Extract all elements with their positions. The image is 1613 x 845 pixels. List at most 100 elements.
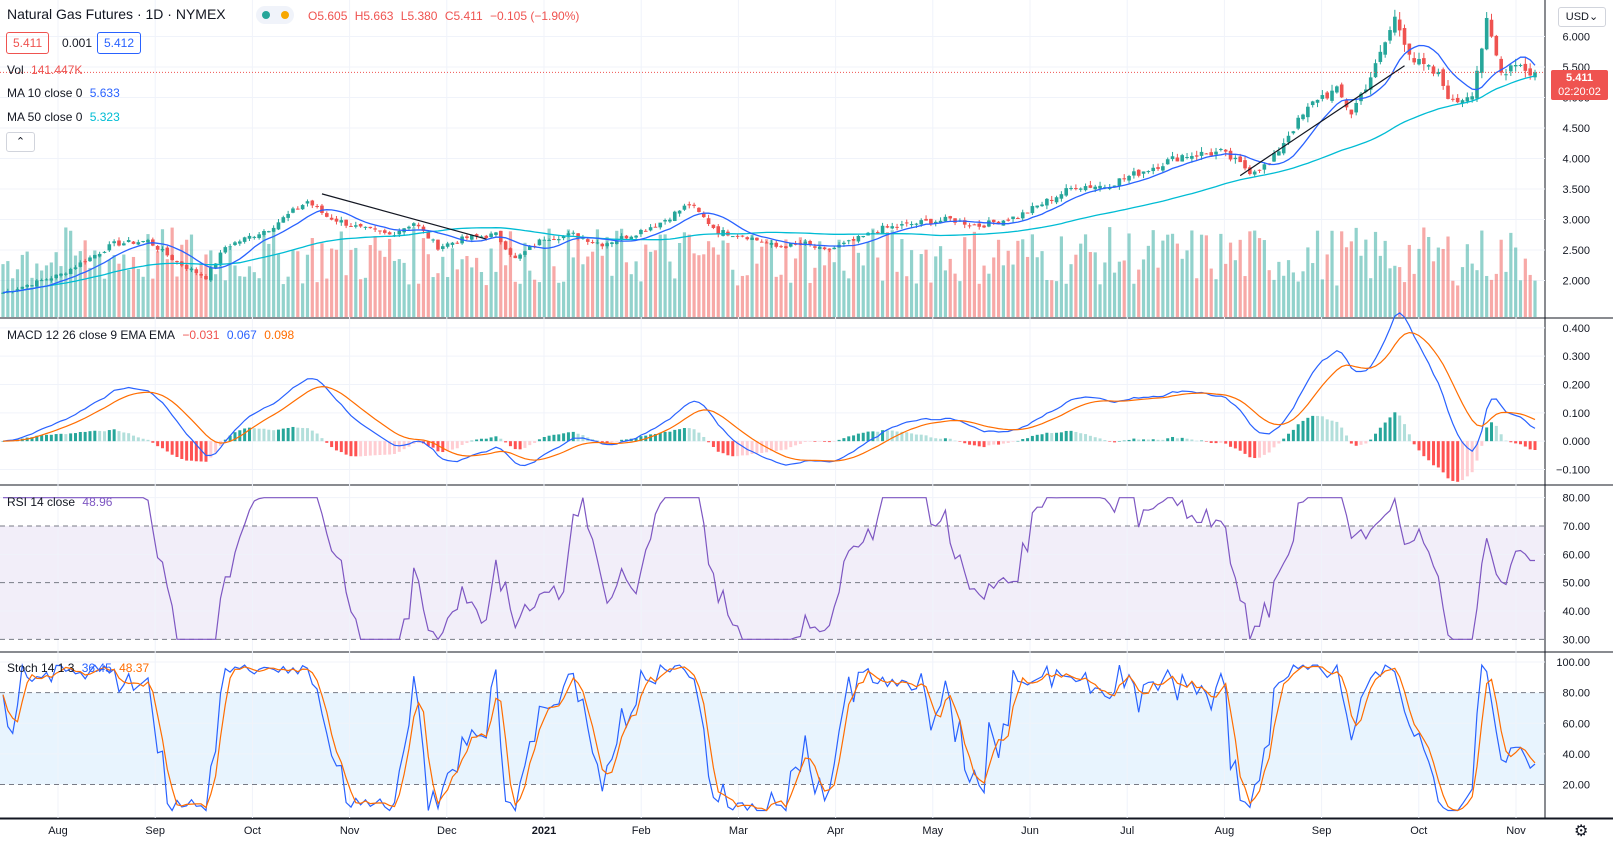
market-status-pill[interactable]	[256, 6, 294, 24]
candle-body	[566, 233, 571, 236]
candle-body	[711, 224, 716, 228]
macd-hist-bar	[571, 431, 575, 442]
volume-bar	[813, 267, 817, 317]
volume-bar	[909, 250, 914, 317]
volume-bar	[417, 283, 421, 317]
candle-body	[387, 232, 392, 235]
macd-hist-bar	[354, 441, 358, 457]
volume-bar	[175, 276, 179, 317]
macd-hist-bar	[977, 441, 981, 447]
volume-bar	[199, 263, 203, 317]
macd-hist-bar	[1185, 438, 1189, 442]
time-axis-label: May	[922, 825, 943, 837]
time-axis-label: Sep	[1312, 825, 1332, 837]
vol-legend[interactable]: Vol 141.447K	[7, 62, 86, 78]
candle-body	[929, 218, 933, 225]
macd-hist-bar	[1514, 441, 1518, 444]
volume-bar	[1025, 256, 1030, 317]
rsi-legend[interactable]: RSI 14 close 48.96	[7, 494, 116, 510]
candle-body	[938, 220, 943, 223]
volume-bar	[1175, 243, 1179, 317]
bid-price-box[interactable]: 5.411	[6, 32, 50, 54]
volume-bar	[1112, 272, 1117, 317]
candle-body	[1393, 16, 1397, 33]
macd-hist-bar	[339, 441, 343, 453]
macd-hist-bar	[1200, 440, 1204, 442]
macd-hist-bar	[842, 438, 846, 442]
candle-body	[479, 236, 484, 238]
volume-bar	[687, 234, 691, 317]
candle-body	[982, 225, 986, 228]
volume-bar	[214, 274, 218, 317]
candle-body	[1446, 85, 1450, 99]
macd-hist-bar	[141, 438, 145, 442]
macd-hist-bar	[1451, 441, 1455, 481]
candle-body	[59, 273, 63, 276]
macd-hist-bar	[301, 427, 305, 442]
macd-hist-bar	[209, 441, 213, 458]
candle-body	[1223, 149, 1228, 152]
candle-body	[832, 247, 837, 250]
time-axis-label: Aug	[48, 825, 68, 837]
symbol-title[interactable]: Natural Gas Futures · 1D · NYMEX	[7, 6, 226, 22]
volume-bar	[1214, 279, 1218, 317]
volume-bar	[1325, 254, 1329, 317]
axis-tick-label: 3.000	[1562, 215, 1590, 227]
volume-bar	[1349, 241, 1353, 317]
candle-body	[977, 223, 982, 227]
candle-body	[54, 274, 58, 279]
candle-body	[465, 236, 469, 239]
candle-body	[764, 242, 769, 244]
macd-hist-bar	[1084, 434, 1088, 442]
candle-body	[218, 252, 223, 264]
candle-body	[1451, 98, 1455, 100]
macd-hist-bar	[939, 438, 943, 442]
macd-hist-bar	[726, 441, 730, 456]
volume-bar	[890, 230, 894, 317]
volume-bar	[247, 266, 252, 317]
macd-hist-bar	[1340, 427, 1344, 442]
volume-bar	[533, 279, 537, 317]
macd-hist-bar	[160, 441, 164, 449]
candle-body	[904, 222, 909, 224]
macd-hist-bar	[330, 441, 334, 448]
collapse-legend-button[interactable]: ⌃	[6, 132, 35, 152]
macd-hist-bar	[1040, 434, 1044, 442]
candle-body	[523, 251, 527, 255]
volume-bar	[276, 253, 281, 317]
volume-bar	[1199, 234, 1204, 317]
volume-bar	[721, 240, 725, 317]
candle-body	[122, 243, 126, 246]
time-axis-label: Dec	[437, 825, 457, 837]
macd-hist-bar	[315, 433, 319, 442]
currency-selector[interactable]: USD⌄	[1558, 7, 1606, 27]
volume-bar	[1170, 233, 1175, 317]
macd-hist-bar	[378, 441, 382, 456]
macd-hist-bar	[1132, 438, 1136, 442]
candle-body	[1325, 92, 1329, 99]
candle-body	[1175, 157, 1180, 162]
macd-hist-bar	[1059, 432, 1063, 442]
stoch-legend[interactable]: Stoch 14 1 3 36.45 48.37	[7, 660, 153, 676]
volume-bar	[1441, 248, 1445, 317]
candle-body	[1272, 152, 1276, 162]
macd-hist-bar	[252, 428, 256, 442]
ma10-legend[interactable]: MA 10 close 0 5.633	[7, 85, 124, 101]
volume-bar	[286, 276, 290, 317]
macd-hist-bar	[562, 433, 566, 442]
ma50-legend[interactable]: MA 50 close 0 5.323	[7, 109, 124, 125]
volume-bar	[629, 274, 633, 317]
settings-gear-icon[interactable]: ⚙	[1574, 823, 1589, 840]
ask-price-box[interactable]: 5.412	[97, 32, 142, 54]
candle-body	[78, 262, 83, 267]
macd-hist-bar	[504, 441, 508, 443]
candle-body	[1185, 156, 1189, 158]
volume-bar	[1146, 245, 1150, 317]
volume-bar	[359, 279, 363, 317]
volume-bar	[1132, 283, 1136, 317]
macd-hist-bar	[1098, 438, 1102, 442]
volume-bar	[518, 283, 522, 317]
macd-hist-bar	[1006, 441, 1010, 443]
macd-legend[interactable]: MACD 12 26 close 9 EMA EMA −0.031 0.067 …	[7, 327, 298, 343]
